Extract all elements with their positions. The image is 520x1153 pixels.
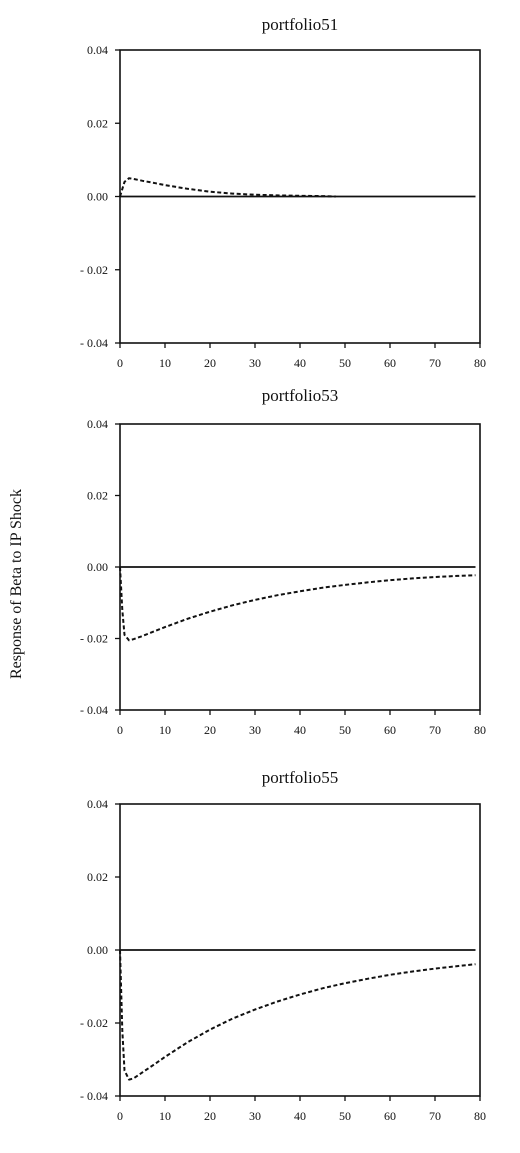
x-tick-label: 50 xyxy=(339,1109,351,1123)
x-tick-label: 60 xyxy=(384,1109,396,1123)
x-tick-label: 70 xyxy=(429,723,441,737)
chart-panel-3: portfolio55 0.04 0.02 0.00 - 0.02 - 0.04 0 10 20… xyxy=(80,768,486,1123)
y-tick-label: - 0.04 xyxy=(80,1089,108,1103)
y-tick-label: 0.00 xyxy=(87,943,108,957)
y-tick-label: - 0.04 xyxy=(80,703,108,717)
x-tick-label: 10 xyxy=(159,356,171,370)
y-axis-label: Response of Beta to IP Shock xyxy=(8,489,25,679)
y-tick-label: - 0.02 xyxy=(80,632,108,646)
x-tick-label: 60 xyxy=(384,723,396,737)
x-tick-label: 10 xyxy=(159,1109,171,1123)
x-tick-label: 30 xyxy=(249,1109,261,1123)
impulse-response-line xyxy=(119,949,476,1081)
panel-title: portfolio51 xyxy=(262,15,339,34)
x-tick-label: 80 xyxy=(474,356,486,370)
panel-title: portfolio53 xyxy=(262,386,339,405)
x-tick-label: 70 xyxy=(429,1109,441,1123)
y-tick-label: - 0.02 xyxy=(80,263,108,277)
x-tick-label: 0 xyxy=(117,1109,123,1123)
x-tick-label: 40 xyxy=(294,1109,306,1123)
x-tick-label: 20 xyxy=(204,723,216,737)
x-tick-label: 30 xyxy=(249,356,261,370)
y-tick-label: 0.02 xyxy=(87,870,108,884)
chart-panel-1: portfolio51 0.04 0.02 0.00 - 0.02 - 0.04 0 10 20… xyxy=(80,15,486,370)
impulse-response-line xyxy=(119,566,476,642)
x-tick-label: 20 xyxy=(204,1109,216,1123)
panels: portfolio51 0.04 0.02 0.00 - 0.02 - 0.04 0 10 20… xyxy=(80,15,486,1123)
x-tick-label: 80 xyxy=(474,1109,486,1123)
x-tick-label: 0 xyxy=(117,356,123,370)
x-tick-label: 20 xyxy=(204,356,216,370)
impulse-response-line xyxy=(119,177,337,198)
x-tick-label: 50 xyxy=(339,356,351,370)
x-tick-label: 50 xyxy=(339,723,351,737)
x-tick-label: 60 xyxy=(384,356,396,370)
x-tick-label: 40 xyxy=(294,356,306,370)
y-tick-label: 0.04 xyxy=(87,43,108,57)
x-tick-label: 70 xyxy=(429,356,441,370)
x-tick-label: 80 xyxy=(474,723,486,737)
y-tick-label: 0.02 xyxy=(87,489,108,503)
x-tick-label: 40 xyxy=(294,723,306,737)
y-tick-label: - 0.02 xyxy=(80,1016,108,1030)
y-tick-label: 0.00 xyxy=(87,560,108,574)
y-tick-label: 0.04 xyxy=(87,417,108,431)
x-tick-label: 0 xyxy=(117,723,123,737)
x-tick-label: 30 xyxy=(249,723,261,737)
y-tick-label: 0.00 xyxy=(87,190,108,204)
y-tick-label: - 0.04 xyxy=(80,336,108,350)
chart-panel-2: portfolio53 0.04 0.02 0.00 - 0.02 - 0.04 0 10 20… xyxy=(80,386,486,737)
panel-title: portfolio55 xyxy=(262,768,339,787)
y-tick-label: 0.02 xyxy=(87,116,108,130)
y-tick-label: 0.04 xyxy=(87,797,108,811)
x-tick-label: 10 xyxy=(159,723,171,737)
